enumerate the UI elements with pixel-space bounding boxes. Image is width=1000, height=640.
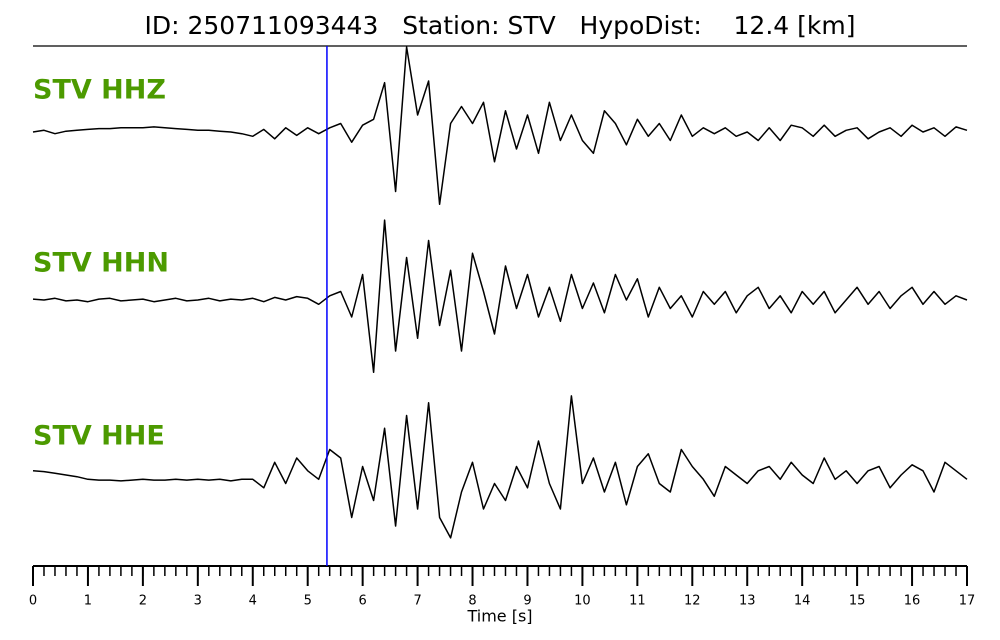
waveform — [32, 46, 968, 206]
x-tick-label: 14 — [794, 594, 811, 609]
chart-title: ID: 250711093443 Station: STV HypoDist: … — [145, 11, 856, 40]
trace-label: STV HHE — [33, 421, 165, 452]
waveform — [32, 219, 968, 374]
x-tick-label: 17 — [959, 594, 976, 609]
x-tick-label: 11 — [629, 594, 646, 609]
x-tick-label: 13 — [739, 594, 756, 609]
trace-label: STV HHZ — [33, 75, 166, 106]
x-tick-label: 9 — [523, 594, 531, 609]
x-tick-label: 4 — [249, 594, 257, 609]
x-tick-label: 12 — [684, 594, 701, 609]
x-tick-label: 16 — [904, 594, 921, 609]
x-tick-label: 2 — [139, 594, 147, 609]
x-tick-label: 1 — [84, 594, 92, 609]
x-tick-label: 10 — [574, 594, 591, 609]
x-tick-label: 15 — [849, 594, 866, 609]
trace-label: STV HHN — [33, 248, 169, 279]
x-tick-label: 7 — [413, 594, 421, 609]
x-tick-label: 0 — [29, 594, 37, 609]
x-axis-label: Time [s] — [466, 607, 532, 626]
x-tick-label: 8 — [468, 594, 476, 609]
x-tick-label: 3 — [194, 594, 202, 609]
x-tick-label: 5 — [304, 594, 312, 609]
x-tick-label: 6 — [359, 594, 367, 609]
waveform — [32, 395, 968, 539]
